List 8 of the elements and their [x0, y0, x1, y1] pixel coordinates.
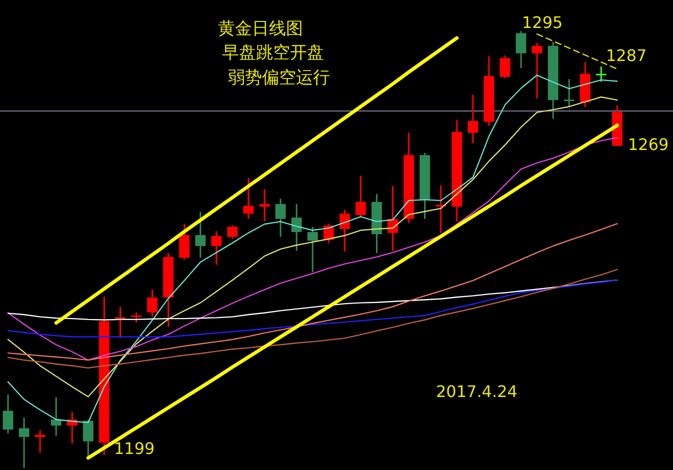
annotation: 1287	[606, 46, 647, 65]
text: 1269	[628, 135, 669, 154]
chart-title: 黄金日线图	[218, 19, 303, 39]
annotation: 1295	[522, 13, 563, 32]
annotation: 2017.4.24	[436, 382, 518, 401]
annotation: 早盘跳空开盘	[222, 43, 324, 63]
annotation: 弱势偏空运行	[228, 68, 330, 88]
annotation: 1199	[114, 439, 155, 458]
